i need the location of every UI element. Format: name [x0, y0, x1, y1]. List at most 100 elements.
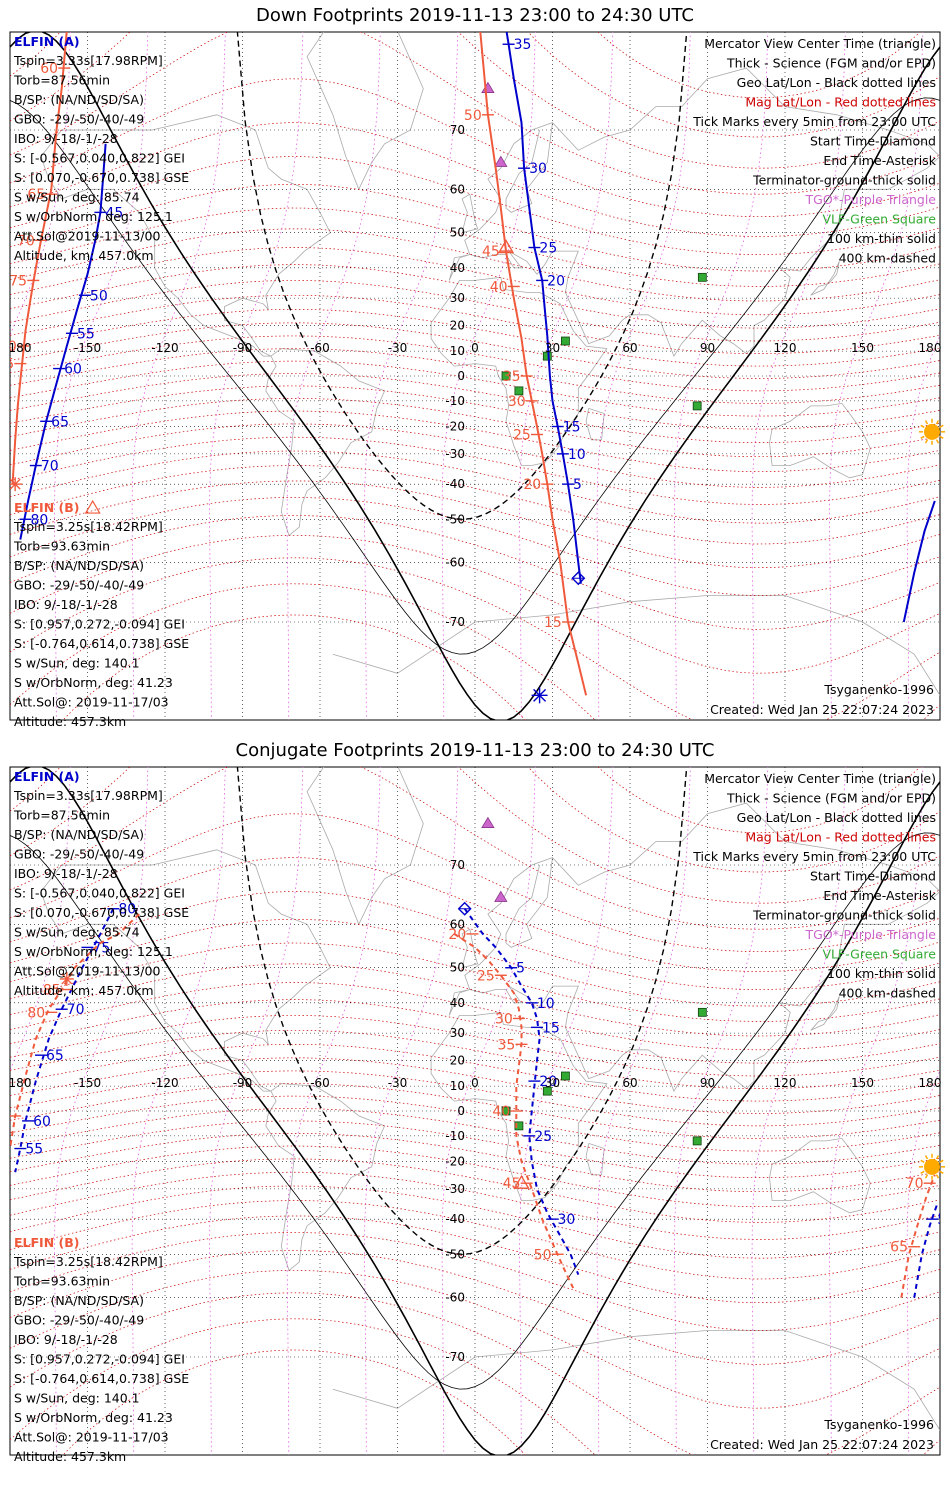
legend-entry: Mercator View Center Time (triangle) — [704, 36, 936, 51]
legend-entry: Mag Lat/Lon - Red dotted lines — [745, 830, 936, 845]
lat-tick-label: 20 — [450, 1053, 465, 1067]
panel-title-conjugate: Conjugate Footprints 2019-11-13 23:00 to… — [235, 740, 715, 761]
mag-lat-line — [10, 535, 940, 674]
trace-tick-label: 15 — [544, 615, 562, 631]
legend-entry: End Time-Asterisk — [823, 888, 936, 903]
mag-lat-line — [10, 813, 940, 952]
mag-lat-line — [10, 857, 940, 972]
elfin-a-title: ELFIN (A) — [14, 34, 80, 49]
terminator-ground — [10, 767, 940, 1455]
lat-tick-label: -50 — [445, 1247, 465, 1261]
legend-entry: Mag Lat/Lon - Red dotted lines — [745, 95, 936, 110]
mag-lat-line — [10, 767, 940, 930]
lat-tick-label: -60 — [445, 1291, 465, 1305]
vlf-station-marker — [561, 336, 570, 346]
lat-tick-label: 10 — [450, 1079, 465, 1093]
mag-lat-line — [10, 122, 940, 237]
mag-lon-line — [596, 767, 691, 1455]
mag-lat-line — [10, 767, 940, 873]
trace-tick-label: 45 — [482, 244, 500, 260]
trace-elfin-b — [11, 32, 68, 485]
trace-tick-label: 45 — [503, 1176, 521, 1192]
mag-lat-line — [10, 1108, 940, 1165]
trace-tick-label: 30 — [529, 161, 547, 177]
trace-tick-label: 60 — [33, 1114, 51, 1130]
trace-tick-label: 25 — [477, 968, 495, 984]
elfin-a-info: Torb=87.56min — [13, 808, 110, 823]
coastline — [448, 802, 940, 1016]
mag-lon-line — [906, 334, 940, 720]
trace-tick-label: 40 — [490, 279, 508, 295]
trace-tick-label: 80 — [27, 1005, 45, 1021]
vlf-station-marker — [514, 386, 524, 396]
lat-tick-label: 70 — [450, 123, 465, 137]
lat-tick-label: -10 — [445, 1129, 465, 1143]
trace-tick-label: 25 — [513, 427, 531, 443]
mag-lon-line — [209, 32, 304, 720]
mag-lat-line — [10, 942, 940, 1022]
legend-entry: 100 km-thin solid — [827, 966, 936, 981]
start-time-diamond — [457, 901, 472, 916]
legend-entry: Thick - Science (FGM and/or EPD) — [726, 56, 936, 71]
lon-tick-label: -30 — [388, 341, 408, 355]
mag-lat-line — [10, 247, 940, 316]
trace-elfin-a — [19, 143, 107, 540]
coastline — [769, 1137, 871, 1214]
legend-entry: Geo Lat/Lon - Black dotted lines — [737, 810, 936, 825]
trace-tick-label: 40 — [492, 1104, 510, 1120]
trace-tick-label: 20 — [539, 1074, 557, 1090]
trace-tick-label: 55 — [77, 326, 95, 342]
lat-tick-label: -50 — [445, 512, 465, 526]
trace-tick-label: 35 — [498, 1037, 516, 1053]
mag-lon-line — [519, 32, 614, 720]
mag-lon-line — [751, 767, 846, 1455]
trace-elfin-a — [913, 1203, 939, 1298]
lon-tick-label: -120 — [151, 341, 178, 355]
coastline — [461, 193, 479, 234]
mag-lat-line — [10, 78, 940, 217]
elfin-a-info: IBO: 9/-18/-1/-28 — [14, 131, 118, 146]
legend-entry: 400 km-dashed — [839, 251, 936, 266]
elfin-b-info: GBO: -29/-50/-40/-49 — [14, 578, 144, 593]
elfin-a-info: S: [0.070,-0.670,0.738] GSE — [14, 170, 189, 185]
trace-elfin-a — [14, 908, 115, 1173]
mag-lat-line — [10, 1318, 940, 1455]
mag-lat-line — [10, 918, 940, 1007]
coastline — [430, 1011, 608, 1201]
lon-tick-label: -60 — [310, 341, 330, 355]
legend-entry: 400 km-dashed — [839, 986, 936, 1001]
lon-tick-label: 120 — [774, 1076, 797, 1090]
lon-tick-label: 120 — [774, 341, 797, 355]
legend-entry: Start Time-Diamond — [810, 134, 936, 149]
mag-lat-line — [10, 1095, 940, 1152]
created-label: Created: Wed Jan 25 22:07:24 2023 — [710, 1437, 934, 1452]
lon-tick-label: 90 — [700, 1076, 715, 1090]
trace-tick-label: 80 — [31, 512, 49, 528]
elfin-b-info: S w/Sun, deg: 140.1 — [14, 656, 140, 671]
tgo-station-marker — [481, 816, 495, 828]
lon-tick-label: 180 — [919, 341, 942, 355]
trace-elfin-b — [900, 1174, 936, 1298]
mag-lon-line — [54, 767, 149, 1455]
panel-title-down: Down Footprints 2019-11-13 23:00 to 24:3… — [256, 5, 694, 26]
trace-tick-label: 10 — [568, 447, 586, 463]
lat-tick-label: 70 — [450, 858, 465, 872]
mag-lat-line — [10, 322, 940, 379]
lon-tick-label: -90 — [233, 341, 253, 355]
mag-lat-line — [10, 1070, 940, 1127]
terminator-100km — [10, 97, 940, 655]
elfin-a-info: Tspin=3.33s[17.98RPM] — [13, 788, 163, 803]
lat-tick-label: -30 — [445, 447, 465, 461]
mag-lat-line — [10, 183, 940, 272]
terminator-100km — [10, 832, 940, 1390]
elfin-a-info: Torb=87.56min — [13, 73, 110, 88]
mag-lat-line — [10, 436, 940, 505]
elfin-b-info: Att.Sol@: 2019-11-17/03 — [14, 1430, 169, 1445]
end-time-asterisk — [10, 477, 23, 492]
mag-lat-line — [10, 465, 940, 545]
trace-tick-label: 30 — [558, 1212, 576, 1228]
mag-lon-line — [364, 32, 459, 720]
mag-lat-line — [10, 309, 940, 367]
elfin-b-info: S: [-0.764,0.614,0.738] GSE — [14, 1371, 189, 1386]
legend-entry: Terminator-ground-thick solid — [752, 908, 936, 923]
